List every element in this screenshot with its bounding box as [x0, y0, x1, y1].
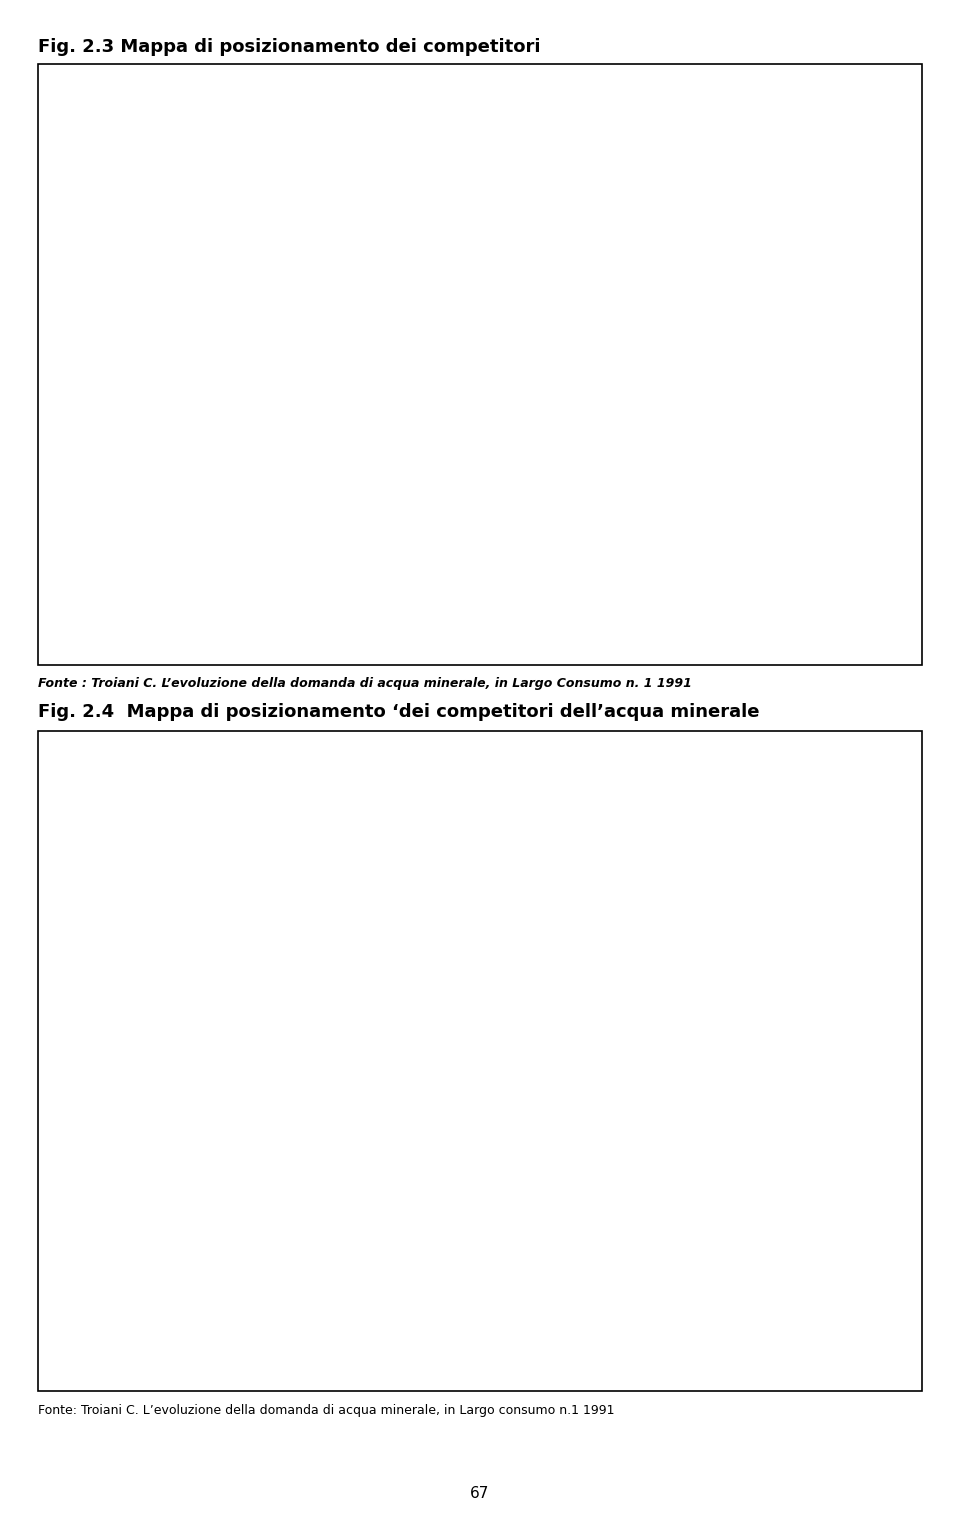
Text: Acqua
minerale: Acqua minerale [590, 942, 658, 974]
Text: Acqua
minerale: Acqua minerale [704, 161, 772, 194]
Text: Vissuto: edonistico: Vissuto: edonistico [375, 595, 506, 609]
Text: Cola: Cola [704, 483, 737, 498]
Text: Fonte : Troiani C. L’evoluzione della domanda di acqua minerale, in Largo Consum: Fonte : Troiani C. L’evoluzione della do… [38, 677, 692, 691]
Text: Target età : giovani: Target età : giovani [373, 1309, 508, 1323]
Text: vino: vino [250, 902, 282, 917]
Text: 67: 67 [470, 1486, 490, 1501]
Text: Fig. 2.3 Mappa di posizionamento dei competitori: Fig. 2.3 Mappa di posizionamento dei com… [38, 38, 540, 57]
Text: Funzione
d’uso :
dissetante: Funzione d’uso : dissetante [789, 341, 861, 388]
Text: Birra: Birra [475, 326, 512, 339]
Text: Funzione
d’uso :
dissetante: Funzione d’uso : dissetante [789, 1038, 861, 1084]
Text: Funzione
d’uso :
alimentare: Funzione d’uso : alimentare [84, 341, 159, 388]
Text: Succo di frutta: Succo di frutta [192, 1170, 304, 1185]
Text: Aranciata: Aranciata [562, 410, 635, 425]
Text: Target età : anziani: Target età : anziani [374, 806, 508, 820]
Text: Succo di
frutta: Succo di frutta [151, 196, 215, 229]
Text: Funzione
d’uso :
alimentare: Funzione d’uso : alimentare [84, 1038, 159, 1084]
Text: Vissuto: salutistico: Vissuto: salutistico [376, 131, 505, 147]
Text: Aranciata: Aranciata [570, 1150, 643, 1165]
Text: Birra: Birra [457, 1070, 494, 1084]
Text: Cola: Cola [651, 1211, 684, 1226]
Text: Fig. 2.4  Mappa di posizionamento ʻdei competitori dell’acqua minerale: Fig. 2.4 Mappa di posizionamento ʻdei co… [38, 703, 760, 722]
Text: Fonte: Troiani C. L’evoluzione della domanda di acqua minerale, in Largo consumo: Fonte: Troiani C. L’evoluzione della dom… [38, 1404, 615, 1417]
Text: Vino: Vino [162, 425, 195, 439]
